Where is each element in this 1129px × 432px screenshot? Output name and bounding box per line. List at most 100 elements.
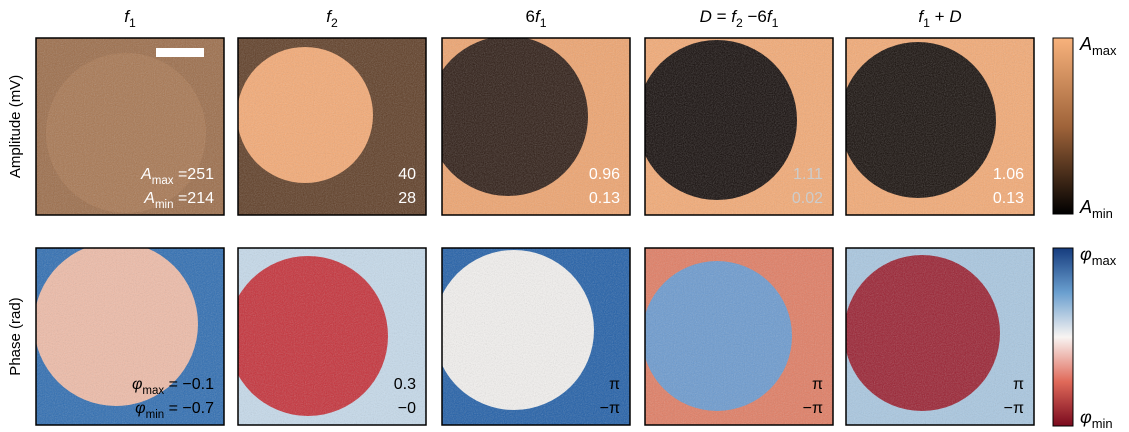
panel-annotation: −π	[803, 400, 823, 417]
phase-panel	[442, 248, 630, 425]
panel-annotation: 1.11	[793, 166, 823, 183]
noise	[442, 248, 630, 425]
panel-annotation: 0.3	[394, 376, 416, 393]
colorbar-min-label: Amin	[1079, 197, 1113, 221]
noise	[36, 248, 224, 425]
noise	[238, 38, 426, 215]
text-segment: f	[326, 7, 333, 26]
panel-annotation: 0.02	[792, 190, 823, 207]
panel-annotation: 40	[398, 166, 416, 183]
column-title: f1 + D	[918, 7, 961, 30]
noise	[645, 38, 833, 215]
text-segment: A	[143, 190, 155, 207]
text-segment: f	[124, 7, 131, 26]
text-segment: 2	[736, 16, 743, 30]
phase-panel	[645, 248, 833, 425]
text-segment: f	[918, 7, 925, 26]
panel-annotation: 28	[398, 190, 416, 207]
panel-annotation: −0	[398, 400, 416, 417]
panel-border	[237, 247, 427, 426]
text-segment: 6	[525, 7, 534, 26]
text-segment: max	[142, 385, 164, 397]
phase-panel	[36, 248, 224, 425]
noise	[846, 248, 1034, 425]
noise	[846, 38, 1034, 215]
text-segment: = −0.7	[164, 400, 214, 417]
column-title: D = f2 −6f1	[700, 7, 779, 30]
text-segment: 1	[540, 16, 547, 30]
panel-annotation: φmax = −0.1	[132, 376, 214, 397]
text-segment: 0.13	[589, 190, 620, 207]
panel-annotation: 0.13	[589, 190, 620, 207]
panel-annotation: −π	[600, 400, 620, 417]
text-segment: 0.13	[993, 190, 1024, 207]
text-segment: π	[609, 376, 620, 393]
noise	[36, 38, 224, 215]
text-segment: D	[949, 7, 961, 26]
text-segment: min	[1092, 206, 1113, 221]
panel-border	[237, 37, 427, 216]
column-title: 6f1	[525, 7, 546, 30]
text-segment: A	[1079, 197, 1092, 217]
amplitude-panel	[442, 38, 630, 215]
panel-border	[441, 37, 631, 216]
panel-border	[441, 247, 631, 426]
text-segment: 0.96	[589, 166, 620, 183]
colorbar-max-label: φmax	[1080, 244, 1117, 268]
amplitude-panel	[238, 38, 426, 215]
text-segment: π	[1013, 376, 1024, 393]
panel-border	[845, 37, 1035, 216]
panel-annotation: 0.96	[589, 166, 620, 183]
row-label: Amplitude (mV)	[7, 75, 24, 178]
text-segment: π	[812, 376, 823, 393]
column-title: f1	[124, 7, 136, 30]
panel-annotation: π	[609, 376, 620, 393]
column-title: f2	[326, 7, 338, 30]
noise	[238, 248, 426, 425]
text-segment: 28	[398, 190, 416, 207]
panel-annotation: φmin = −0.7	[135, 400, 214, 421]
panel-border	[35, 247, 225, 426]
text-segment: 1	[129, 16, 136, 30]
noise	[645, 248, 833, 425]
colorbar-max-label: Amax	[1079, 34, 1117, 58]
text-segment: =251	[174, 166, 215, 183]
text-segment: −6	[743, 7, 767, 26]
text-segment: max	[152, 175, 174, 187]
text-segment: 1	[923, 16, 930, 30]
text-segment: = −0.1	[164, 376, 214, 393]
text-segment: max	[1092, 253, 1117, 268]
text-segment: f	[535, 7, 542, 26]
text-segment: 1.06	[993, 166, 1024, 183]
text-segment: φ	[135, 400, 145, 417]
scale-bar	[156, 48, 204, 57]
colorbar-min-label: φmin	[1080, 407, 1113, 431]
text-segment: −π	[803, 400, 823, 417]
text-segment: f	[731, 7, 738, 26]
text-segment: 2	[331, 16, 338, 30]
panel-border	[644, 37, 834, 216]
text-segment: max	[1092, 43, 1117, 58]
text-segment: =214	[174, 190, 215, 207]
panel-border	[35, 37, 225, 216]
panel-annotation: Amin =214	[143, 190, 214, 211]
amplitude-panel	[645, 38, 833, 215]
panel-annotation: 0.13	[993, 190, 1024, 207]
text-segment: =	[712, 7, 731, 26]
text-segment: 0.3	[394, 376, 416, 393]
text-segment: φ	[1080, 407, 1092, 427]
phase-panel	[846, 248, 1034, 425]
phase-colorbar	[1052, 247, 1074, 427]
text-segment: −π	[600, 400, 620, 417]
panel-annotation: 1.06	[993, 166, 1024, 183]
text-segment: −π	[1004, 400, 1024, 417]
text-segment: 40	[398, 166, 416, 183]
text-segment: f	[767, 7, 774, 26]
panel-annotation: π	[812, 376, 823, 393]
text-segment: 1.11	[793, 166, 823, 183]
amplitude-colorbar	[1052, 37, 1074, 215]
panel-border	[845, 247, 1035, 426]
text-segment: A	[1079, 34, 1092, 54]
amplitude-panel	[846, 38, 1034, 215]
